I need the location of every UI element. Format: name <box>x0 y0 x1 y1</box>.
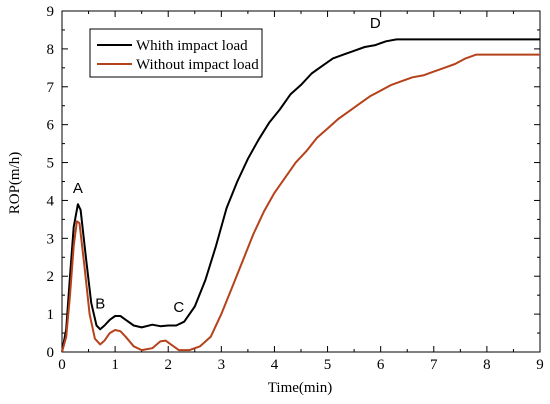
annotation-b: B <box>95 295 105 312</box>
x-tick-label: 2 <box>164 357 172 373</box>
legend-label-with-impact: Whith impact load <box>136 38 248 54</box>
x-tick-label: 0 <box>58 357 66 373</box>
x-tick-label: 7 <box>430 357 438 373</box>
x-tick-label: 5 <box>324 357 332 373</box>
x-tick-label: 9 <box>536 357 544 373</box>
y-tick-label: 5 <box>47 156 55 172</box>
y-axis-title: ROP(m/h) <box>7 152 23 215</box>
annotation-c: C <box>173 299 184 316</box>
series-line-0 <box>61 38 540 353</box>
x-tick-label: 3 <box>218 357 226 373</box>
y-tick-label: 2 <box>47 269 55 285</box>
series-layer <box>61 38 540 353</box>
annotation-a: A <box>73 180 83 197</box>
y-tick-label: 1 <box>47 307 55 323</box>
y-tick-label: 0 <box>47 345 55 361</box>
series-line-1 <box>61 53 540 353</box>
y-tick-label: 6 <box>47 118 55 134</box>
x-tick-label: 1 <box>111 357 119 373</box>
annotations: A B C D <box>73 15 381 316</box>
legend-box <box>89 28 263 78</box>
y-tick-label: 3 <box>47 231 55 247</box>
y-tick-label: 8 <box>47 42 55 58</box>
y-tick-label: 9 <box>47 4 55 20</box>
y-tick-label: 4 <box>47 193 55 209</box>
legend: Whith impact load Without impact load <box>89 28 263 78</box>
x-tick-label: 8 <box>483 357 491 373</box>
legend-label-without-impact: Without impact load <box>136 57 259 73</box>
x-tick-label: 4 <box>271 357 279 373</box>
axes: 0 1 2 3 4 5 6 7 8 9 0 1 2 3 4 5 6 7 8 9 <box>47 4 544 373</box>
y-tick-label: 7 <box>47 80 55 96</box>
x-axis-title: Time(min) <box>268 380 332 396</box>
x-tick-label: 6 <box>377 357 385 373</box>
annotation-d: D <box>370 15 381 32</box>
